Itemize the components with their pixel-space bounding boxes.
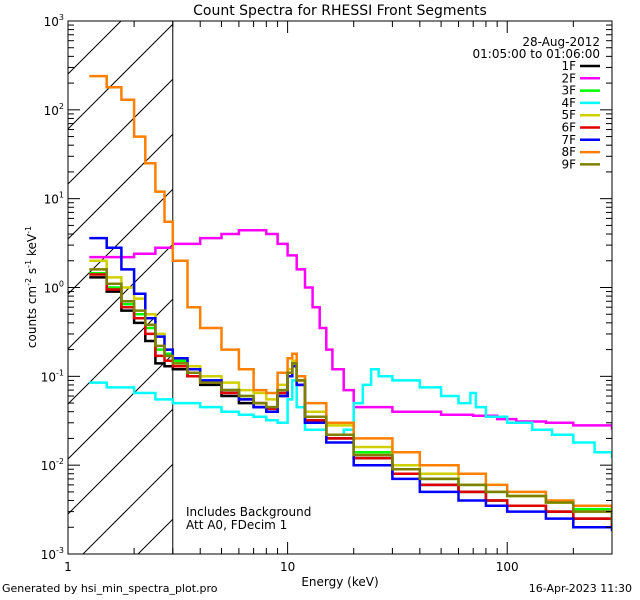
y-tick-label: 10-1 xyxy=(41,368,64,384)
y-tick-label: 101 xyxy=(44,191,64,207)
y-tick-label: 102 xyxy=(44,102,64,118)
y-tick-label: 100 xyxy=(44,280,64,296)
annotation-background: Includes Background xyxy=(186,505,311,519)
x-tick-label: 1 xyxy=(64,560,72,574)
legend-label-5F: 5F xyxy=(561,108,576,122)
y-tick-label: 10-3 xyxy=(41,546,64,562)
hatch-line xyxy=(68,21,122,75)
plot-frame xyxy=(67,20,613,555)
footer-timestamp: 16-Apr-2023 11:30 xyxy=(528,582,632,595)
hatch-line xyxy=(68,188,174,295)
legend-label-9F: 9F xyxy=(561,157,576,171)
x-axis: 10 100 1 xyxy=(64,21,613,574)
y-tick-label: 10-2 xyxy=(41,457,64,473)
date-label: 28-Aug-2012 xyxy=(522,35,600,49)
x-axis-label: Energy (keV) xyxy=(301,575,378,589)
legend-label-8F: 8F xyxy=(561,145,576,159)
series-6F xyxy=(89,273,612,528)
hatch-line xyxy=(68,408,174,515)
x-tick-label: 10 xyxy=(280,560,295,574)
legend-label-1F: 1F xyxy=(561,59,576,73)
hatch-line xyxy=(137,518,174,554)
footer-generated-by: Generated by hsi_min_spectra_plot.pro xyxy=(2,582,218,595)
series-3F xyxy=(89,271,612,519)
series-7F xyxy=(89,236,612,532)
y-tick-label: 103 xyxy=(44,13,64,29)
hatch-line xyxy=(68,0,173,19)
hatch-line xyxy=(68,353,174,460)
series-9F xyxy=(89,268,612,524)
y-axis-label: counts cm-2 s-1 keV-1 xyxy=(24,226,39,348)
chart-title: Count Spectra for RHESSI Front Segments xyxy=(193,3,487,19)
y-axis: 10-3 10-2 10-1 100 101 102 103 xyxy=(41,13,612,562)
legend-label-6F: 6F xyxy=(561,121,576,135)
hatch-line xyxy=(68,78,174,185)
series-layer xyxy=(89,74,612,532)
time-range-label: 01:05:00 to 01:06:00 xyxy=(473,47,600,61)
hatch-line xyxy=(68,23,174,130)
legend-label-4F: 4F xyxy=(561,96,576,110)
legend-label-3F: 3F xyxy=(561,84,576,98)
series-8F xyxy=(89,74,612,512)
legend-label-7F: 7F xyxy=(561,133,576,147)
hatch-line xyxy=(68,133,174,240)
series-1F xyxy=(89,276,612,528)
legend-label-2F: 2F xyxy=(561,71,576,85)
hatch-line xyxy=(82,463,174,554)
annotation-attenuator: Att A0, FDecim 1 xyxy=(186,518,287,532)
x-tick-label: 100 xyxy=(496,560,519,574)
